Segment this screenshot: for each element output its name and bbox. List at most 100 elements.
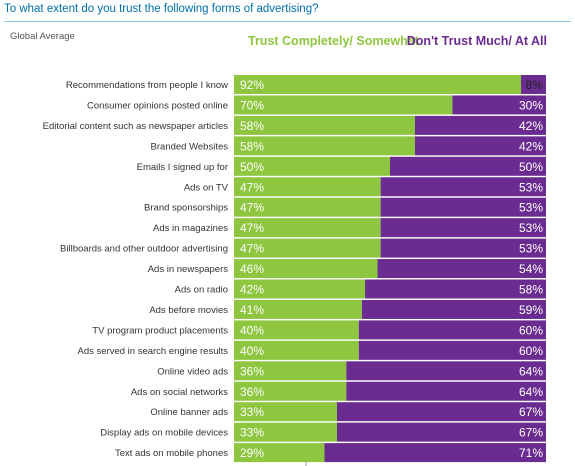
- category-label: Text ads on mobile phones: [115, 448, 228, 459]
- bar-distrust: [346, 381, 546, 401]
- bar-trust: [234, 402, 337, 422]
- category-label: Ads before movies: [149, 305, 228, 316]
- category-label: Ads on social networks: [131, 387, 228, 398]
- value-label-distrust: 64%: [519, 364, 543, 378]
- bar-distrust: [324, 443, 546, 463]
- category-label: Display ads on mobile devices: [100, 428, 228, 439]
- value-label-distrust: 60%: [519, 344, 543, 358]
- bar-distrust: [336, 422, 546, 442]
- value-label-distrust: 53%: [519, 201, 543, 215]
- bar-distrust: [358, 320, 546, 340]
- value-label-distrust: 42%: [519, 119, 543, 133]
- bar-trust: [234, 136, 415, 156]
- value-label-trust: 40%: [240, 323, 264, 337]
- bar-trust: [234, 115, 415, 135]
- bar-trust: [234, 197, 381, 217]
- category-label: Ads served in search engine results: [78, 346, 229, 357]
- value-label-trust: 29%: [240, 446, 264, 460]
- value-label-trust: 50%: [240, 160, 264, 174]
- bar-trust: [234, 177, 381, 197]
- bar-trust: [234, 299, 362, 319]
- value-label-trust: 42%: [240, 283, 264, 297]
- value-label-trust: 36%: [240, 385, 264, 399]
- title-divider: [4, 21, 571, 22]
- bar-trust: [234, 95, 453, 115]
- value-label-trust: 33%: [240, 405, 264, 419]
- bar-trust: [234, 156, 390, 176]
- bar-trust: [234, 259, 378, 279]
- bar-distrust: [365, 279, 546, 299]
- bar-trust: [234, 238, 381, 258]
- value-label-distrust: 59%: [519, 303, 543, 317]
- bar-trust: [234, 443, 325, 463]
- value-label-trust: 36%: [240, 364, 264, 378]
- value-label-distrust: 53%: [519, 242, 543, 256]
- bar-trust: [234, 279, 366, 299]
- bar-distrust: [346, 361, 546, 381]
- value-label-trust: 40%: [240, 344, 264, 358]
- bar-distrust: [380, 177, 546, 197]
- category-label: TV program product placements: [92, 325, 228, 336]
- value-label-trust: 58%: [240, 139, 264, 153]
- value-label-distrust: 54%: [519, 262, 543, 276]
- bar-distrust: [377, 259, 546, 279]
- value-label-distrust: 53%: [519, 221, 543, 235]
- bar-distrust: [336, 402, 546, 422]
- category-label: Online banner ads: [150, 407, 228, 418]
- value-label-distrust: 50%: [519, 160, 543, 174]
- value-label-trust: 46%: [240, 262, 264, 276]
- bar-trust: [234, 422, 337, 442]
- bar-distrust: [521, 75, 546, 94]
- value-label-trust: 58%: [240, 119, 264, 133]
- page-title: To what extent do you trust the followin…: [4, 3, 319, 15]
- category-label: Ads on TV: [184, 182, 229, 193]
- legend-distrust: Don't Trust Much/ At All: [406, 34, 547, 48]
- bar-trust: [234, 320, 359, 340]
- bar-distrust: [452, 95, 546, 115]
- category-label: Emails I signed up for: [137, 162, 228, 173]
- category-label: Billboards and other outdoor advertising: [60, 244, 228, 255]
- bar-distrust: [361, 299, 546, 319]
- value-label-distrust: 53%: [519, 180, 543, 194]
- value-label-trust: 70%: [240, 98, 264, 112]
- category-label: Brand sponsorships: [144, 203, 228, 214]
- value-label-distrust: 67%: [519, 426, 543, 440]
- value-label-trust: 33%: [240, 426, 264, 440]
- legend-trust: Trust Completely/ Somewhat: [248, 34, 419, 48]
- value-label-trust: 47%: [240, 201, 264, 215]
- value-label-distrust: 67%: [519, 405, 543, 419]
- bar-distrust: [380, 197, 546, 217]
- value-label-trust: 47%: [240, 221, 264, 235]
- bar-trust: [234, 381, 347, 401]
- bar-distrust: [380, 218, 546, 238]
- bar-trust: [234, 75, 522, 94]
- value-label-distrust: 64%: [519, 385, 543, 399]
- value-label-distrust: 71%: [519, 446, 543, 460]
- category-label: Ads in newspapers: [148, 264, 229, 275]
- value-label-trust: 92%: [240, 78, 264, 92]
- bar-trust: [234, 340, 359, 360]
- value-label-distrust: 58%: [519, 283, 543, 297]
- category-label: Editorial content such as newspaper arti…: [43, 121, 229, 132]
- value-label-trust: 41%: [240, 303, 264, 317]
- bar-distrust: [390, 156, 546, 176]
- bar-trust: [234, 361, 347, 381]
- category-label: Ads on radio: [175, 285, 228, 296]
- bar-trust: [234, 218, 381, 238]
- category-label: Online video ads: [157, 366, 228, 377]
- category-label: Recommendations from people I know: [66, 80, 228, 91]
- category-label: Branded Websites: [151, 141, 229, 152]
- value-label-distrust: 60%: [519, 323, 543, 337]
- bar-distrust: [380, 238, 546, 258]
- category-label: Ads in magazines: [153, 223, 228, 234]
- value-label-distrust: 42%: [519, 139, 543, 153]
- value-label-trust: 47%: [240, 180, 264, 194]
- value-label-trust: 47%: [240, 242, 264, 256]
- chart-subtitle: Global Average: [10, 31, 75, 42]
- value-label-distrust: 8%: [526, 78, 544, 92]
- bar-distrust: [414, 136, 546, 156]
- bar-distrust: [358, 340, 546, 360]
- value-label-distrust: 30%: [519, 98, 543, 112]
- category-label: Consumer opinions posted online: [87, 100, 228, 111]
